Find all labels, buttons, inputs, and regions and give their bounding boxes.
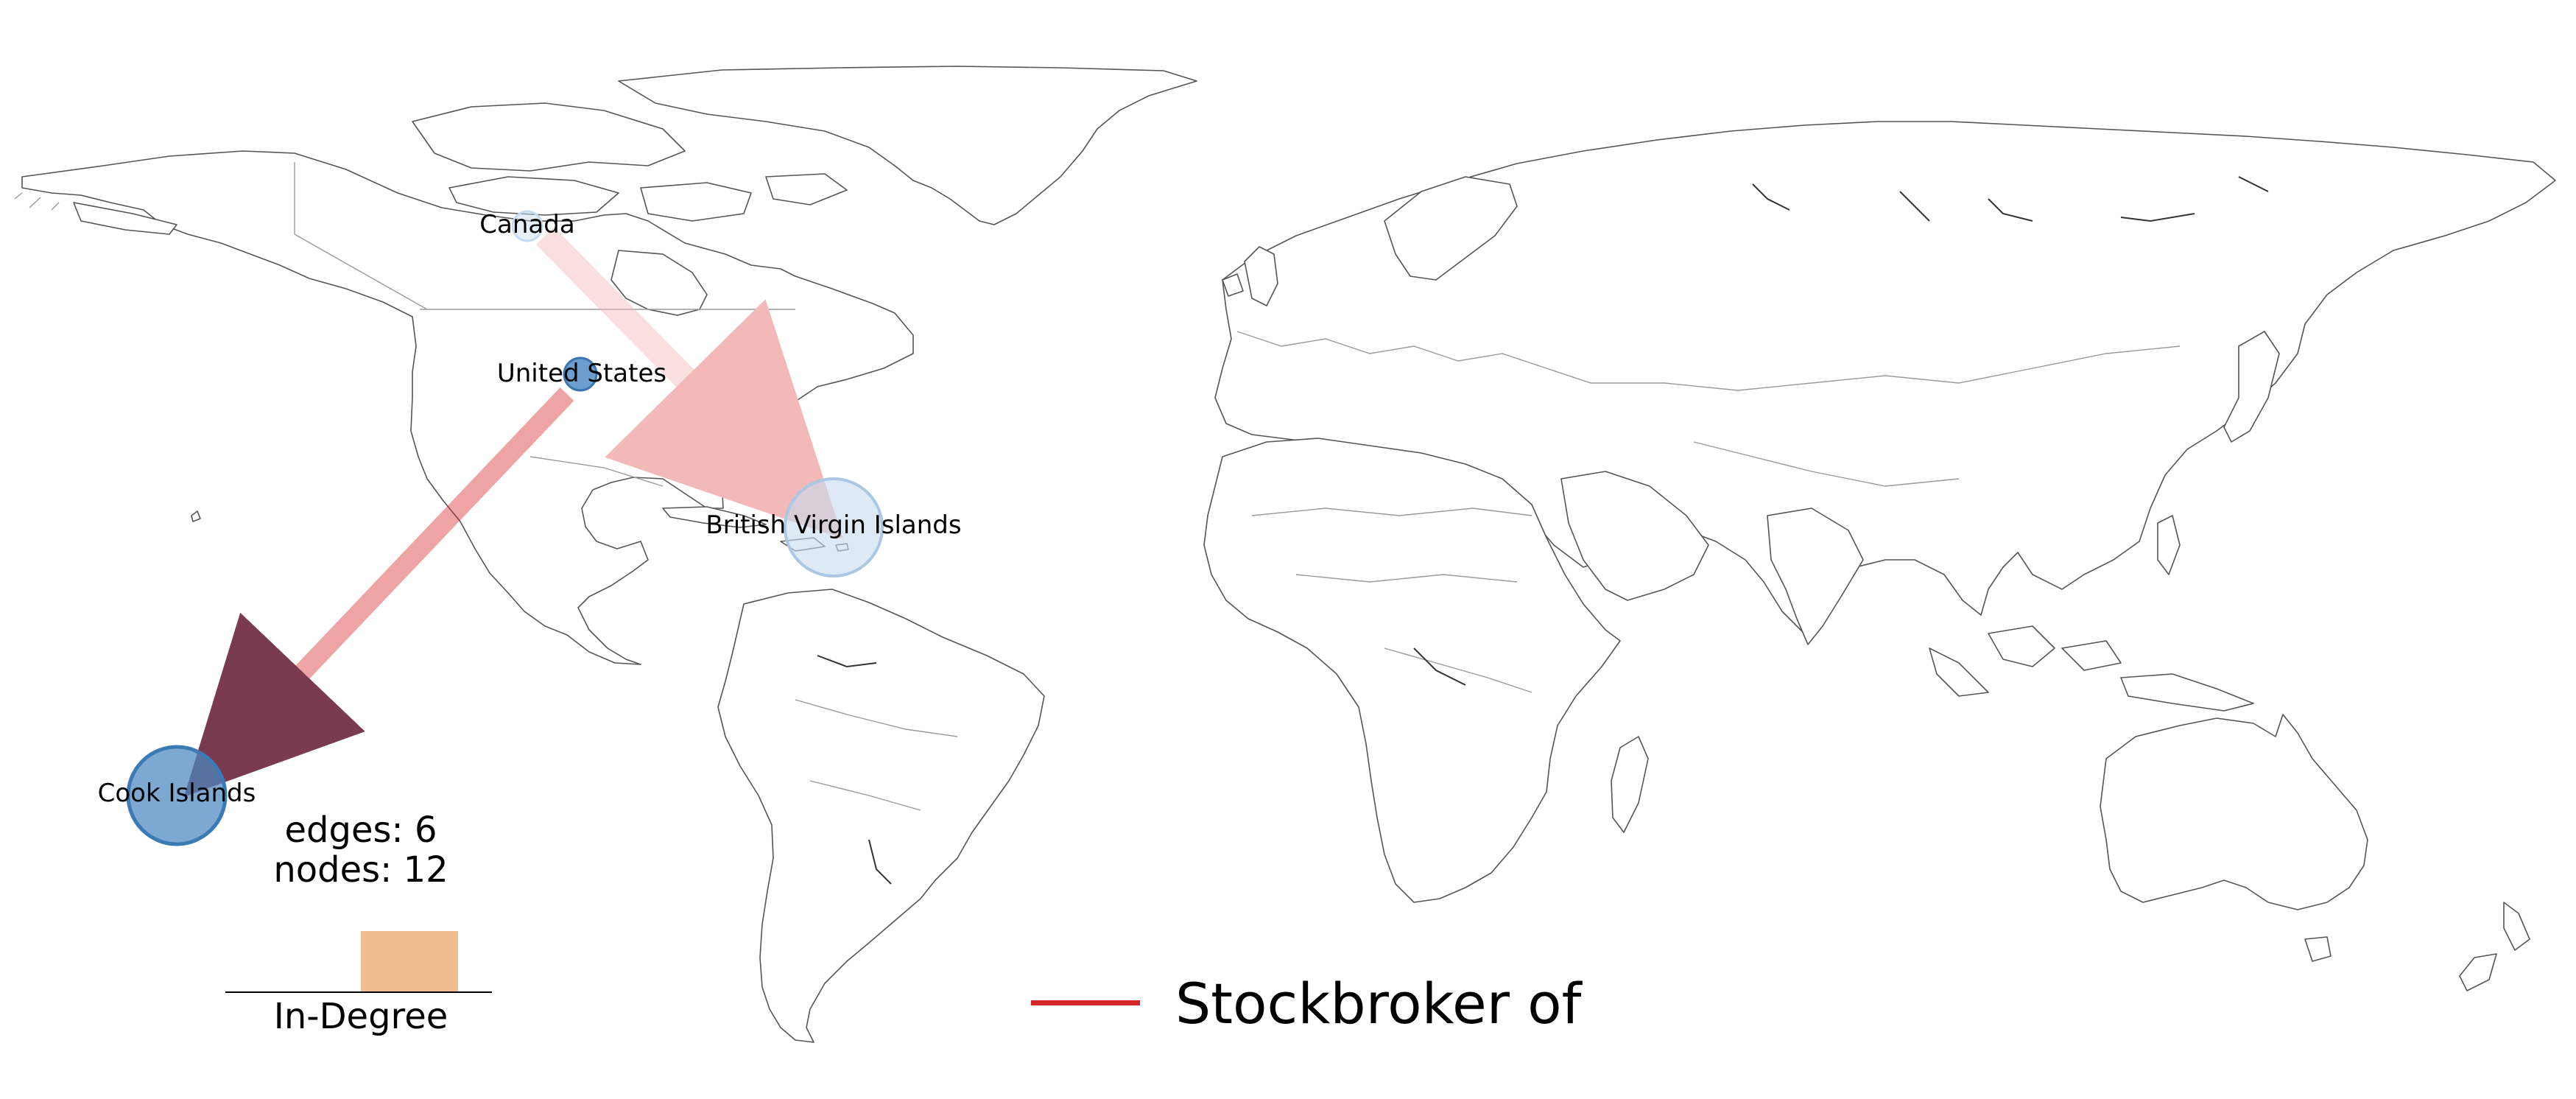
node-cook-islands[interactable] (126, 745, 228, 846)
legend-label-stockbroker: Stockbroker of (1175, 971, 1582, 1036)
node-british-virgin-islands[interactable] (784, 477, 884, 577)
in-degree-histogram-bar (361, 931, 458, 991)
greenland-shape (618, 66, 1197, 225)
node-label-cook-islands: Cook Islands (98, 779, 256, 808)
node-label-canada: Canada (479, 210, 574, 239)
south-america-shape (717, 589, 1045, 1043)
edge-us-to-cook-islands (183, 387, 574, 797)
legend-line-stockbroker (1031, 1000, 1140, 1005)
africa-shape (1203, 438, 1621, 903)
graph-stats: edges: 6 nodes: 12 (243, 810, 479, 890)
rivers (817, 176, 2269, 885)
in-degree-histogram-label: In-Degree (273, 996, 448, 1037)
nodes-count: nodes: 12 (273, 849, 448, 891)
node-canada[interactable] (511, 210, 543, 242)
edge-canada-to-bvi (535, 227, 843, 539)
node-label-british-virgin-islands: British Virgin Islands (705, 510, 961, 540)
australia-shape (2100, 714, 2368, 910)
arctic-islands-shape (412, 102, 686, 172)
node-united-states[interactable] (563, 357, 598, 392)
node-label-united-states: United States (497, 359, 666, 388)
in-degree-histogram-axis (225, 991, 492, 993)
edges-count: edges: 6 (284, 810, 437, 851)
